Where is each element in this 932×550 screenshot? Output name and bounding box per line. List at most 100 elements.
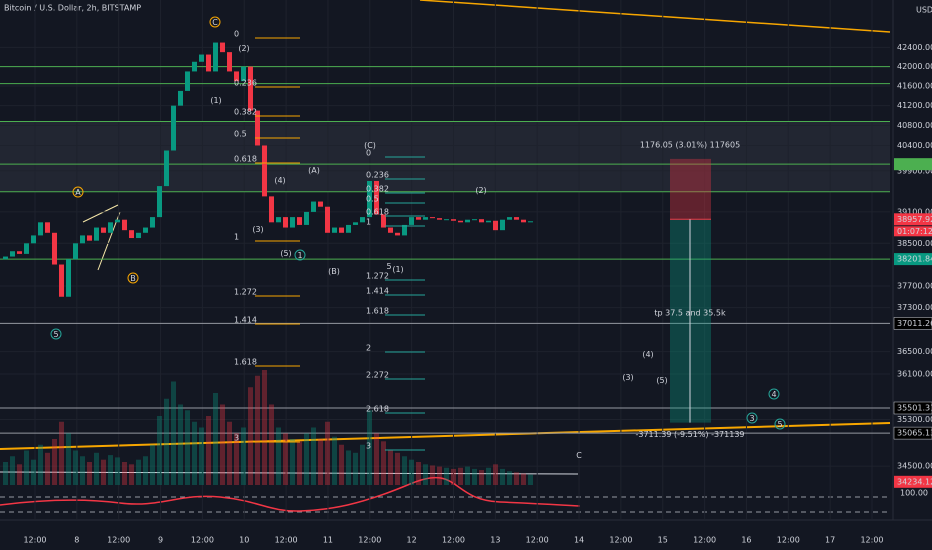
candle (164, 150, 169, 187)
volume-bar (472, 468, 477, 485)
volume-bar (38, 444, 43, 485)
volume-bar (185, 410, 190, 485)
x-tick-label: 12:00 (442, 536, 465, 545)
candle (87, 235, 92, 241)
candle (66, 259, 71, 297)
candle (17, 251, 22, 254)
candle (269, 196, 274, 223)
candle (248, 66, 253, 111)
candle (171, 105, 176, 151)
x-tick-label: 12:00 (777, 536, 800, 545)
fib-label: 1.414 (366, 287, 389, 296)
wave-label: C (212, 18, 218, 27)
volume-bar (486, 467, 491, 485)
x-tick-label: 12:00 (107, 536, 130, 545)
candle (192, 61, 197, 72)
volume-bar (283, 433, 288, 485)
candle (297, 217, 302, 225)
candle (108, 222, 113, 233)
price-tag (893, 426, 932, 440)
price-tag-label: 34234.12 (897, 477, 932, 486)
candle (199, 54, 204, 62)
y-tick-label: 38500.00 (897, 239, 932, 248)
candle (430, 217, 435, 219)
volume-bar (24, 450, 29, 485)
x-tick-label: 13 (490, 536, 500, 545)
candle (3, 256, 8, 260)
volume-bar (416, 462, 421, 485)
volume-bar (269, 404, 274, 485)
volume-bar (206, 416, 211, 485)
y-tick-label: 36100.00 (897, 370, 932, 379)
volume-bar (115, 457, 120, 485)
y-tick-label: 41600.00 (897, 82, 932, 91)
volume-bar (241, 427, 246, 485)
volume-bar (52, 439, 57, 485)
trend-line (419, 0, 891, 33)
wave-label: (B) (328, 267, 340, 276)
volume-bar (521, 473, 526, 485)
wave-label: (4) (274, 176, 285, 185)
candle (101, 227, 106, 233)
candle (227, 52, 232, 72)
volume-bar (374, 433, 379, 485)
candle (374, 180, 379, 215)
level-highlight (894, 158, 932, 171)
x-tick-label: 12:00 (191, 536, 214, 545)
x-tick-label: 8 (74, 536, 79, 545)
y-tick-label: 39900.00 (897, 166, 932, 175)
volume-bar (311, 427, 316, 485)
candle (283, 217, 288, 228)
candle (423, 217, 428, 220)
candle (31, 235, 36, 244)
volume-bar (353, 452, 358, 485)
wave-label: C (576, 451, 582, 460)
wave-label: A (75, 188, 81, 197)
volume-bar (262, 370, 267, 485)
wave-circle (127, 272, 139, 284)
volume-bar (479, 470, 484, 485)
volume-bar (423, 464, 428, 485)
candle (514, 217, 519, 220)
candle (276, 217, 281, 223)
fib-label: 0.236 (234, 79, 257, 88)
volume-bar (451, 468, 456, 485)
price-tag (893, 401, 932, 415)
countdown: 01:07:12 (897, 227, 932, 236)
volume-bar (297, 441, 302, 485)
y-tick-label: 42000.00 (897, 62, 932, 71)
drawing-line (82, 204, 119, 223)
candle (416, 217, 421, 220)
oscillator-line (0, 471, 579, 475)
volume-bar (150, 444, 155, 485)
volume-bar (346, 450, 351, 485)
volume-bar (318, 439, 323, 485)
volume-bar (31, 459, 36, 485)
fib-label: 3 (366, 442, 371, 451)
candle (290, 217, 295, 228)
candle (346, 224, 351, 233)
candle (255, 110, 260, 146)
wave-label: 5 (777, 420, 782, 429)
price-tag-label: 35065.13 (897, 429, 932, 438)
wave-circle (50, 328, 62, 340)
volume-bar (87, 462, 92, 485)
volume-bar (255, 375, 260, 485)
candle (45, 222, 50, 233)
volume-bar (325, 421, 330, 485)
fib-label: 0.236 (366, 171, 389, 180)
wave-label: B (130, 274, 136, 283)
fib-label: 0.382 (366, 185, 389, 194)
volume-bar (437, 466, 442, 485)
candle (472, 219, 477, 221)
candle (465, 219, 470, 223)
volume-bar (409, 459, 414, 485)
wave-label: 1 (297, 251, 302, 260)
volume-bar (367, 410, 372, 485)
price-tag-label: 37011.26 (897, 319, 932, 328)
candle (262, 145, 267, 197)
candle (136, 232, 141, 239)
wave-label: (5) (656, 376, 667, 385)
x-tick-label: 12:00 (23, 536, 46, 545)
